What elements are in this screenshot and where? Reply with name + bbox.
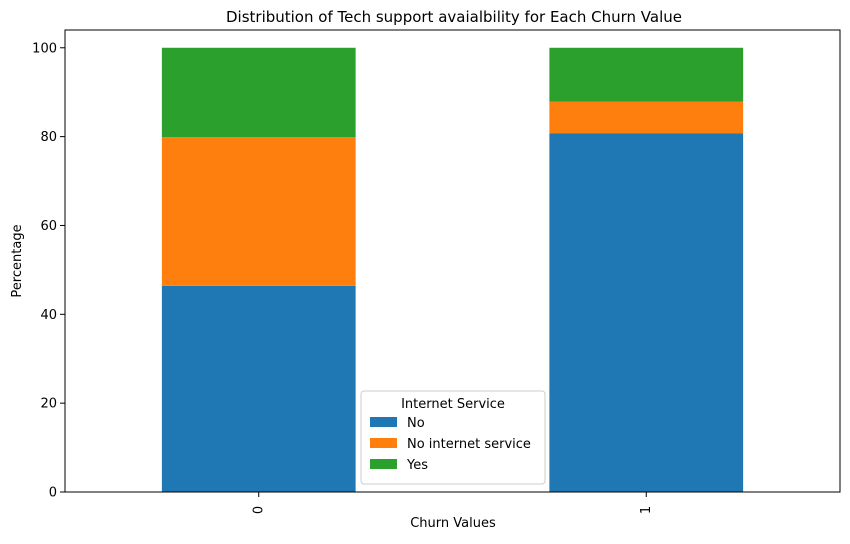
x-tick-label: 1 [639, 506, 654, 514]
legend-box [360, 390, 546, 485]
legend-swatch-0 [370, 417, 397, 427]
legend: Internet Service No No internet service Yes [360, 390, 546, 485]
plot-frame [64, 29, 841, 493]
bar-0-series-2 [161, 47, 356, 138]
bars-group [161, 47, 744, 492]
y-axis-label: Percentage [10, 224, 25, 297]
bar-0-series-0 [161, 285, 356, 492]
legend-label-2: Yes [406, 458, 428, 473]
y-tick-label: 20 [40, 397, 57, 412]
y-axis: 0 20 40 60 80 100 [32, 41, 65, 501]
bar-1-series-0 [549, 133, 744, 492]
legend-label-1: No internet service [407, 437, 531, 452]
legend-title: Internet Service [401, 397, 505, 412]
chart-title: Distribution of Tech support avaialbilit… [226, 8, 682, 26]
x-tick-label: 0 [251, 506, 266, 514]
y-tick-label: 40 [40, 308, 57, 323]
legend-swatch-2 [370, 459, 397, 469]
bar-1-series-2 [549, 47, 744, 102]
y-tick-label: 80 [40, 130, 57, 145]
legend-swatch-1 [370, 438, 397, 448]
x-axis-label: Churn Values [410, 516, 496, 531]
y-tick-label: 0 [49, 486, 57, 501]
bar-0-series-1 [161, 137, 356, 286]
legend-label-0: No [407, 416, 425, 431]
y-tick-label: 100 [32, 41, 57, 56]
bar-1-series-1 [549, 101, 744, 134]
y-tick-label: 60 [40, 219, 57, 234]
